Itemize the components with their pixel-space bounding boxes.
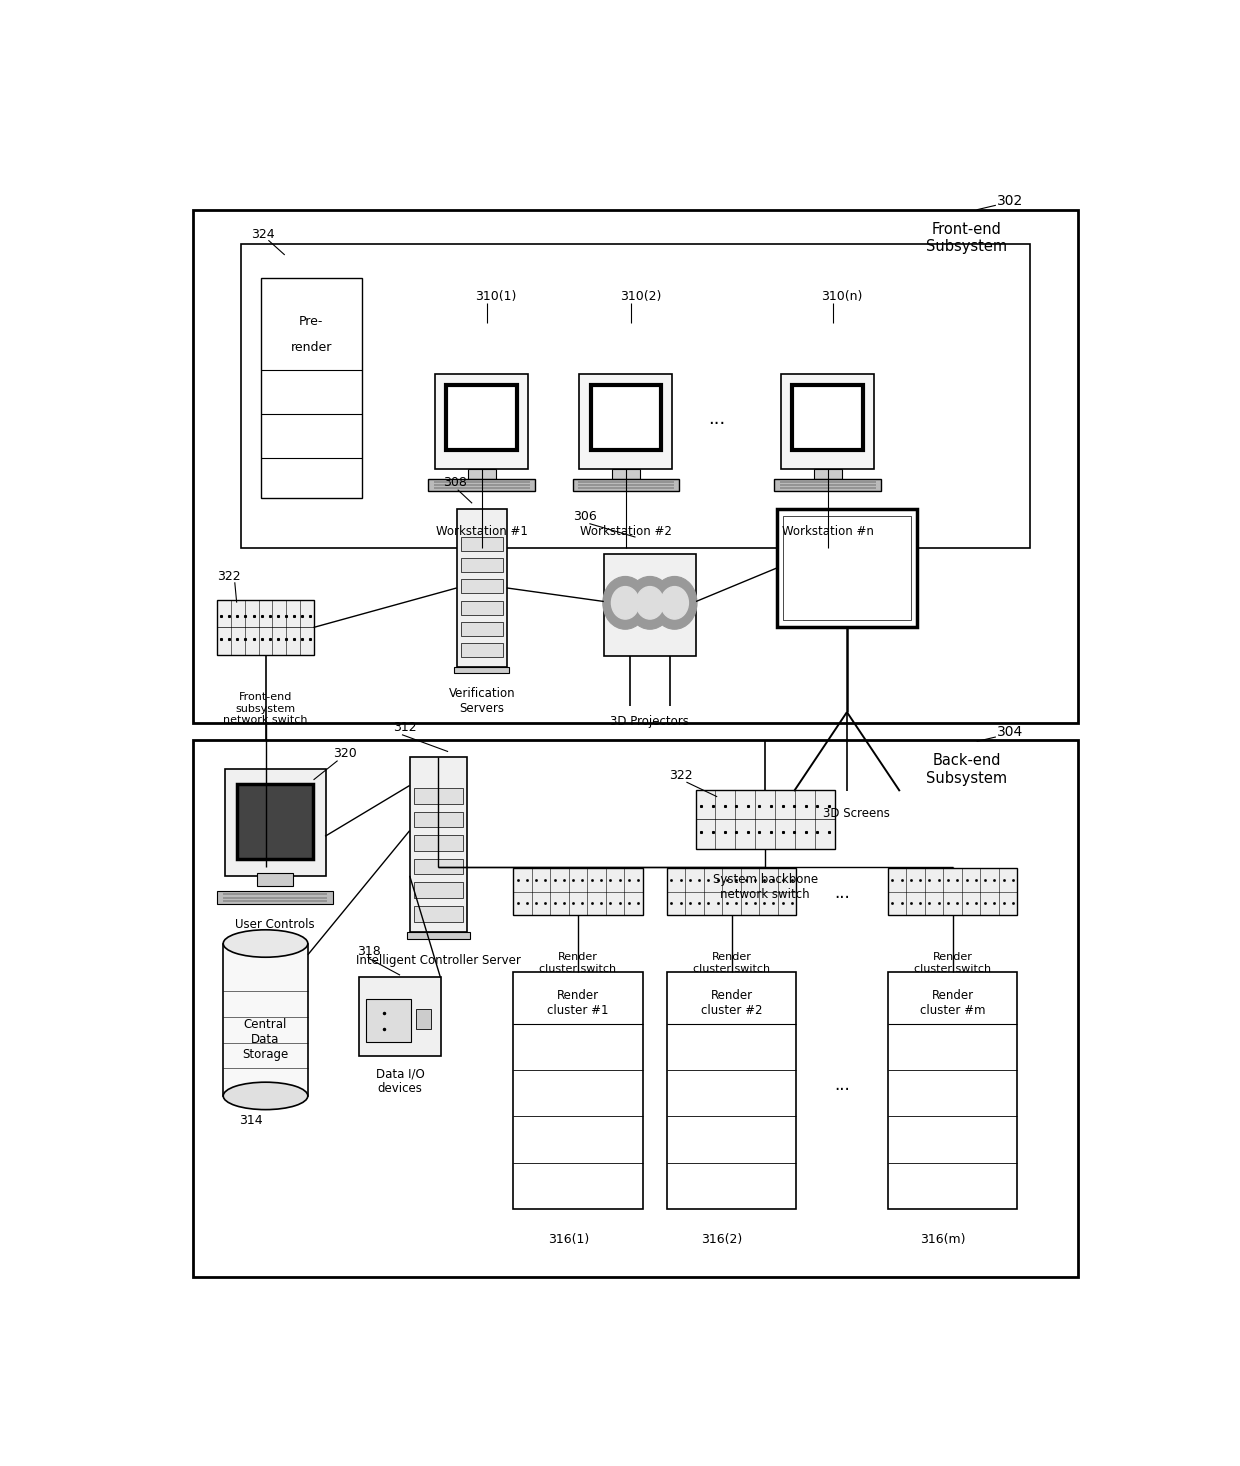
Text: Render
cluster switch: Render cluster switch (539, 951, 616, 973)
Text: Data I/O
devices: Data I/O devices (376, 1067, 424, 1095)
FancyBboxPatch shape (414, 836, 463, 850)
Text: Render
cluster #m: Render cluster #m (920, 988, 986, 1016)
Text: Render
cluster switch: Render cluster switch (693, 951, 770, 973)
Circle shape (627, 576, 672, 629)
FancyBboxPatch shape (782, 516, 911, 620)
FancyBboxPatch shape (428, 479, 536, 491)
Text: ...: ... (835, 884, 849, 903)
FancyBboxPatch shape (454, 667, 510, 673)
FancyBboxPatch shape (613, 469, 640, 479)
Text: 3D Screens: 3D Screens (823, 808, 890, 819)
FancyBboxPatch shape (409, 758, 467, 932)
FancyBboxPatch shape (414, 859, 463, 875)
Text: 310(1): 310(1) (475, 290, 517, 303)
Circle shape (661, 586, 688, 619)
FancyBboxPatch shape (888, 972, 1018, 1209)
FancyBboxPatch shape (223, 944, 308, 1097)
Text: ...: ... (835, 1076, 849, 1094)
Text: Front-end
Subsystem: Front-end Subsystem (926, 221, 1008, 254)
FancyBboxPatch shape (467, 469, 496, 479)
Text: Render
cluster switch: Render cluster switch (914, 951, 991, 973)
Text: 310(2): 310(2) (620, 290, 661, 303)
Text: Central
Data
Storage: Central Data Storage (242, 1017, 289, 1061)
Text: Back-end
Subsystem: Back-end Subsystem (926, 754, 1008, 786)
Text: 310(n): 310(n) (821, 290, 863, 303)
FancyBboxPatch shape (407, 932, 470, 940)
FancyBboxPatch shape (513, 972, 642, 1209)
Text: System backbone
network switch: System backbone network switch (713, 874, 818, 902)
Text: 308: 308 (444, 476, 467, 490)
Text: Workstation #n: Workstation #n (781, 525, 874, 538)
Text: 302: 302 (997, 194, 1023, 208)
Text: 314: 314 (238, 1114, 262, 1127)
Text: 316(m): 316(m) (920, 1233, 966, 1246)
FancyBboxPatch shape (456, 509, 507, 667)
Text: Render
cluster #1: Render cluster #1 (547, 988, 609, 1016)
Text: 306: 306 (573, 510, 596, 523)
Text: Render
cluster #2: Render cluster #2 (701, 988, 763, 1016)
Text: 304: 304 (997, 726, 1023, 739)
FancyBboxPatch shape (435, 374, 528, 469)
FancyBboxPatch shape (446, 386, 517, 450)
Ellipse shape (223, 1082, 308, 1110)
Circle shape (652, 576, 697, 629)
Text: 320: 320 (332, 748, 357, 761)
Text: 316(2): 316(2) (702, 1233, 743, 1246)
FancyBboxPatch shape (257, 874, 294, 885)
FancyBboxPatch shape (573, 479, 680, 491)
Text: ...: ... (708, 410, 725, 428)
FancyBboxPatch shape (888, 868, 1018, 915)
Text: Front-end
subsystem
network switch: Front-end subsystem network switch (223, 692, 308, 726)
FancyBboxPatch shape (360, 978, 441, 1057)
Text: 3D Projectors: 3D Projectors (610, 714, 689, 727)
Circle shape (603, 576, 647, 629)
Text: Verification
Servers: Verification Servers (449, 688, 515, 715)
Text: Workstation #1: Workstation #1 (435, 525, 528, 538)
FancyBboxPatch shape (461, 559, 502, 572)
Text: 322: 322 (217, 570, 241, 583)
FancyBboxPatch shape (237, 783, 314, 859)
FancyBboxPatch shape (461, 644, 502, 657)
FancyBboxPatch shape (590, 386, 661, 450)
FancyBboxPatch shape (414, 906, 463, 922)
Circle shape (611, 586, 639, 619)
FancyBboxPatch shape (667, 868, 796, 915)
Text: User Controls: User Controls (236, 918, 315, 931)
FancyBboxPatch shape (813, 469, 842, 479)
Text: 318: 318 (357, 944, 381, 957)
FancyBboxPatch shape (417, 1009, 432, 1029)
FancyBboxPatch shape (366, 998, 410, 1042)
FancyBboxPatch shape (461, 579, 502, 594)
FancyBboxPatch shape (781, 374, 874, 469)
FancyBboxPatch shape (604, 554, 696, 655)
FancyBboxPatch shape (461, 601, 502, 614)
FancyBboxPatch shape (792, 386, 863, 450)
FancyBboxPatch shape (579, 374, 672, 469)
FancyBboxPatch shape (461, 622, 502, 636)
Text: 322: 322 (670, 768, 693, 781)
FancyBboxPatch shape (224, 768, 326, 875)
Text: 324: 324 (250, 229, 275, 240)
FancyBboxPatch shape (667, 972, 796, 1209)
Text: render: render (290, 342, 332, 355)
Text: Intelligent Controller Server: Intelligent Controller Server (356, 954, 521, 968)
Ellipse shape (223, 929, 308, 957)
FancyBboxPatch shape (414, 883, 463, 899)
FancyBboxPatch shape (217, 601, 314, 654)
FancyBboxPatch shape (414, 787, 463, 803)
Text: 316(1): 316(1) (548, 1233, 589, 1246)
FancyBboxPatch shape (774, 479, 882, 491)
Circle shape (636, 586, 663, 619)
FancyBboxPatch shape (513, 868, 642, 915)
Text: 312: 312 (393, 721, 417, 734)
Text: Pre-: Pre- (299, 315, 324, 328)
FancyBboxPatch shape (777, 509, 916, 627)
Text: Workstation #2: Workstation #2 (580, 525, 672, 538)
FancyBboxPatch shape (696, 790, 835, 849)
FancyBboxPatch shape (217, 891, 334, 905)
FancyBboxPatch shape (461, 537, 502, 551)
FancyBboxPatch shape (414, 812, 463, 827)
